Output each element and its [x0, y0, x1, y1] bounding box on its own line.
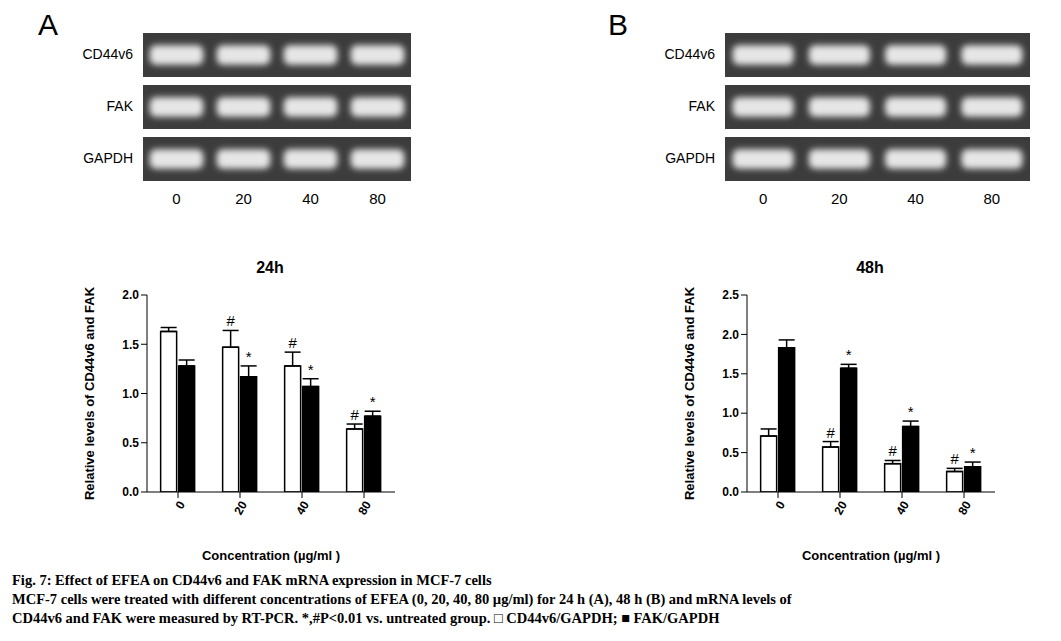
svg-text:2.0: 2.0	[722, 328, 739, 342]
html-text:20: 20	[235, 190, 252, 207]
svg-text:Relative levels of CD44v6 and: Relative levels of CD44v6 and FAK	[682, 286, 697, 500]
svg-text:1.5: 1.5	[122, 338, 139, 352]
svg-text:2.5: 2.5	[722, 288, 739, 302]
html-text:40: 40	[907, 190, 924, 207]
html-text:GAPDH: GAPDH	[83, 150, 133, 166]
svg-text:80: 80	[355, 498, 374, 517]
html-text:A: A	[38, 8, 58, 41]
svg-text:0.5: 0.5	[722, 446, 739, 460]
html-text:CD44v6: CD44v6	[664, 46, 715, 62]
svg-text:#: #	[288, 334, 297, 351]
html-text:40: 40	[302, 190, 319, 207]
svg-text:*: *	[246, 348, 252, 365]
svg-text:#: #	[826, 424, 835, 441]
svg-text:0: 0	[173, 498, 189, 511]
svg-text:#: #	[888, 442, 897, 459]
svg-text:#: #	[950, 450, 959, 467]
html-text:GAPDH: GAPDH	[665, 150, 715, 166]
html-text:80: 80	[983, 190, 1001, 207]
svg-text:0.5: 0.5	[122, 436, 139, 450]
html-text:Fig. 7: Effect of EFEA on CD44: Fig. 7: Effect of EFEA on CD44v6 and FAK…	[12, 572, 492, 588]
svg-text:20: 20	[831, 498, 850, 517]
html-text:48h: 48h	[856, 259, 884, 276]
svg-text:40: 40	[893, 498, 912, 517]
html-text:0: 0	[172, 190, 181, 207]
svg-text:*: *	[308, 361, 314, 378]
html-text:MCF-7 cells were treated with: MCF-7 cells were treated with different …	[12, 591, 792, 607]
svg-text:Relative levels of CD44v6 and: Relative levels of CD44v6 and FAK	[82, 286, 97, 500]
html-text:FAK: FAK	[106, 98, 133, 114]
svg-text:1.0: 1.0	[722, 406, 739, 420]
svg-text:1.5: 1.5	[722, 367, 739, 381]
html-text:0: 0	[759, 190, 768, 207]
svg-text:0.0: 0.0	[122, 485, 139, 499]
html-text:B: B	[608, 8, 628, 41]
svg-text:Concentration (µg/ml ): Concentration (µg/ml )	[202, 548, 340, 563]
svg-text:Concentration (µg/ml ): Concentration (µg/ml )	[802, 548, 940, 563]
svg-text:*: *	[846, 346, 852, 363]
svg-text:*: *	[908, 403, 914, 420]
svg-text:40: 40	[293, 498, 312, 517]
svg-text:#: #	[350, 406, 359, 423]
svg-text:20: 20	[231, 498, 250, 517]
html-text:CD44v6 and FAK were measured b: CD44v6 and FAK were measured by RT-PCR. …	[12, 610, 720, 626]
svg-text:1.0: 1.0	[122, 387, 139, 401]
svg-text:80: 80	[955, 498, 974, 517]
svg-text:0: 0	[773, 498, 789, 511]
html-text:CD44v6: CD44v6	[82, 46, 133, 62]
svg-text:2.0: 2.0	[122, 288, 139, 302]
html-text:80: 80	[369, 190, 386, 207]
html-text:20: 20	[831, 190, 848, 207]
svg-text:0.0: 0.0	[722, 485, 739, 499]
svg-text:*: *	[970, 444, 976, 461]
svg-text:*: *	[370, 393, 376, 410]
svg-text:#: #	[226, 312, 235, 329]
html-text:24h: 24h	[256, 259, 284, 276]
html-text:FAK: FAK	[688, 98, 715, 114]
